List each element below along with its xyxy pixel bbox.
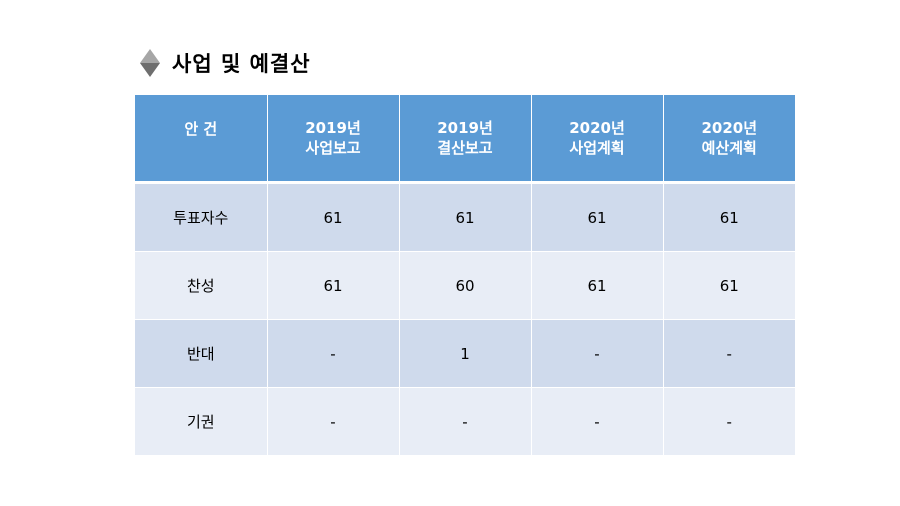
table-cell: 61 <box>530 251 663 320</box>
table-row: 기권 - - - - <box>135 387 795 455</box>
header-year: 2020년 <box>701 119 758 137</box>
table-cell: - <box>266 387 399 455</box>
row-label: 반대 <box>135 319 267 388</box>
header-year: 2019년 <box>305 119 361 137</box>
table-cell: - <box>266 319 399 388</box>
table-cell: - <box>662 319 795 388</box>
table-cell: 1 <box>398 319 531 388</box>
table-cell: - <box>530 319 663 388</box>
table-cell: 61 <box>398 182 531 252</box>
header-item: 결산보고 <box>437 139 493 157</box>
table-cell: 60 <box>398 251 531 320</box>
diamond-icon <box>140 49 160 77</box>
table-cell: - <box>398 387 531 455</box>
table-header-row: 안 건 2019년 사업보고 2019년 결산보고 2020년 사업계획 202… <box>135 95 795 184</box>
header-item: 사업보고 <box>305 139 361 157</box>
table-cell: 61 <box>662 182 795 252</box>
table-row: 반대 - 1 - - <box>135 319 795 388</box>
table-row: 찬성 61 60 61 61 <box>135 251 795 320</box>
table-cell: - <box>662 387 795 455</box>
header-year: 2019년 <box>437 119 493 137</box>
header-item: 사업계획 <box>569 139 625 157</box>
table-cell: 61 <box>662 251 795 320</box>
header-agenda: 안 건 <box>135 95 267 184</box>
row-label: 투표자수 <box>135 182 267 252</box>
header-column: 2020년 예산계획 <box>662 95 795 184</box>
table-row: 투표자수 61 61 61 61 <box>135 182 795 252</box>
table-cell: 61 <box>266 251 399 320</box>
page-title: 사업 및 예결산 <box>172 52 311 76</box>
header-column: 2019년 사업보고 <box>266 95 399 184</box>
header-year: 2020년 <box>569 119 625 137</box>
row-label: 찬성 <box>135 251 267 320</box>
table-cell: 61 <box>530 182 663 252</box>
table-cell: 61 <box>266 182 399 252</box>
slide-title: 사업 및 예결산 <box>140 48 311 78</box>
table-cell: - <box>530 387 663 455</box>
header-item: 예산계획 <box>701 139 757 157</box>
header-column: 2020년 사업계획 <box>530 95 663 184</box>
vote-results-table: 안 건 2019년 사업보고 2019년 결산보고 2020년 사업계획 202… <box>135 95 795 455</box>
header-column: 2019년 결산보고 <box>398 95 531 184</box>
row-label: 기권 <box>135 387 267 455</box>
